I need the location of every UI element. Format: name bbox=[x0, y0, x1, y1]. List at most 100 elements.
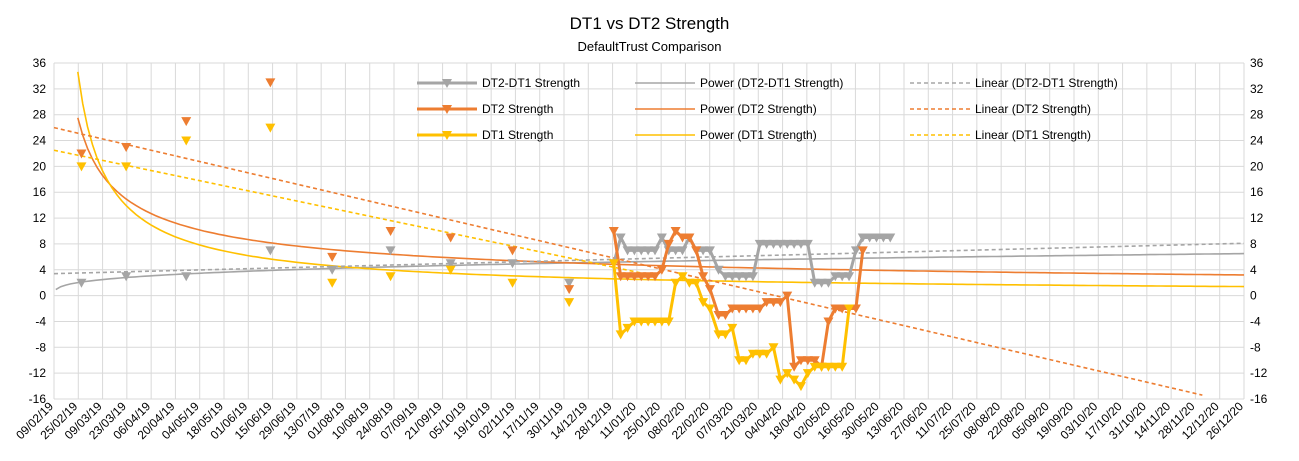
data-point bbox=[622, 323, 633, 333]
series-dt2-dt1-strength bbox=[76, 233, 896, 288]
data-point bbox=[650, 246, 661, 256]
data-point bbox=[76, 149, 87, 159]
data-point bbox=[704, 285, 715, 295]
data-point bbox=[720, 272, 731, 282]
trendline-linear bbox=[53, 149, 650, 276]
data-point bbox=[629, 272, 640, 282]
data-point bbox=[385, 227, 396, 236]
data-point bbox=[795, 239, 806, 249]
data-point bbox=[698, 298, 709, 308]
data-point bbox=[76, 278, 87, 288]
data-point bbox=[622, 246, 633, 256]
data-point bbox=[837, 272, 848, 282]
chart-subtitle: DefaultTrust Comparison bbox=[577, 39, 722, 54]
data-point bbox=[650, 272, 661, 282]
data-point bbox=[775, 239, 786, 249]
data-point bbox=[754, 239, 765, 249]
data-point bbox=[782, 369, 793, 379]
data-point bbox=[615, 233, 626, 243]
y-tick-label: 20 bbox=[33, 159, 47, 173]
data-point bbox=[885, 233, 896, 243]
data-point bbox=[802, 356, 813, 366]
data-point bbox=[802, 239, 813, 249]
data-point bbox=[670, 227, 681, 236]
data-point bbox=[754, 304, 765, 314]
data-point bbox=[789, 375, 800, 385]
data-point bbox=[677, 246, 688, 256]
data-point bbox=[713, 330, 724, 340]
data-point bbox=[734, 272, 745, 282]
data-point bbox=[445, 265, 456, 275]
y-tick-label: 28 bbox=[33, 108, 47, 122]
data-point bbox=[622, 272, 633, 282]
data-point bbox=[741, 272, 752, 282]
data-point bbox=[775, 375, 786, 385]
data-point bbox=[636, 317, 647, 327]
data-point bbox=[265, 246, 276, 256]
y-tick-label-right: 4 bbox=[1250, 263, 1257, 277]
data-point bbox=[608, 259, 619, 269]
data-point bbox=[327, 265, 338, 275]
data-point bbox=[564, 285, 575, 295]
data-point bbox=[663, 317, 674, 327]
y-tick-label: 16 bbox=[33, 185, 47, 199]
data-point bbox=[445, 259, 456, 269]
data-point bbox=[615, 330, 626, 340]
data-point bbox=[844, 272, 855, 282]
data-point bbox=[741, 304, 752, 314]
data-point bbox=[768, 298, 779, 308]
data-point bbox=[816, 362, 827, 372]
data-point bbox=[643, 246, 654, 256]
data-point bbox=[704, 304, 715, 314]
data-point bbox=[121, 143, 132, 152]
y-tick-label: 8 bbox=[39, 237, 46, 251]
y-tick-label-right: 28 bbox=[1250, 108, 1264, 122]
data-point bbox=[809, 356, 820, 366]
data-point bbox=[747, 349, 758, 359]
data-point bbox=[698, 246, 709, 256]
data-point bbox=[795, 382, 806, 392]
data-point bbox=[816, 278, 827, 288]
legend-label: Power (DT2-DT1 Strength) bbox=[700, 76, 843, 90]
data-point bbox=[768, 343, 779, 353]
legend-label: Linear (DT1 Strength) bbox=[975, 128, 1091, 142]
data-point bbox=[775, 298, 786, 308]
y-tick-label-right: 0 bbox=[1250, 289, 1257, 303]
y-tick-label: 12 bbox=[33, 211, 47, 225]
data-point bbox=[837, 304, 848, 314]
y-tick-label-right: 32 bbox=[1250, 82, 1264, 96]
data-point bbox=[761, 349, 772, 359]
data-point bbox=[782, 291, 793, 301]
data-point bbox=[629, 246, 640, 256]
chart-title: DT1 vs DT2 Strength bbox=[569, 14, 730, 33]
data-point bbox=[677, 272, 688, 282]
data-point bbox=[608, 227, 619, 236]
y-tick-label: -16 bbox=[29, 392, 47, 406]
data-point bbox=[121, 162, 132, 172]
trendline-power bbox=[77, 71, 1245, 288]
data-point bbox=[121, 272, 132, 282]
data-point bbox=[636, 272, 647, 282]
data-point bbox=[761, 298, 772, 308]
y-tick-label: -8 bbox=[35, 340, 46, 354]
y-tick-label-right: 20 bbox=[1250, 159, 1264, 173]
data-point bbox=[385, 272, 396, 282]
data-point bbox=[615, 272, 626, 282]
data-point bbox=[684, 278, 695, 288]
data-point bbox=[850, 246, 861, 256]
data-point bbox=[830, 362, 841, 372]
legend-label: Power (DT2 Strength) bbox=[700, 102, 817, 116]
legend-label: Power (DT1 Strength) bbox=[700, 128, 817, 142]
data-point bbox=[691, 278, 702, 288]
trendline-linear bbox=[53, 126, 1203, 396]
y-tick-label: -12 bbox=[29, 366, 47, 380]
data-point bbox=[704, 246, 715, 256]
data-point bbox=[564, 278, 575, 288]
legend-label: DT2-DT1 Strength bbox=[482, 76, 580, 90]
y-tick-label: 32 bbox=[33, 82, 47, 96]
y-tick-label-right: 24 bbox=[1250, 134, 1264, 148]
y-tick-label-right: -12 bbox=[1250, 366, 1268, 380]
y-tick-label-right: -4 bbox=[1250, 314, 1261, 328]
gridlines bbox=[53, 62, 1245, 400]
